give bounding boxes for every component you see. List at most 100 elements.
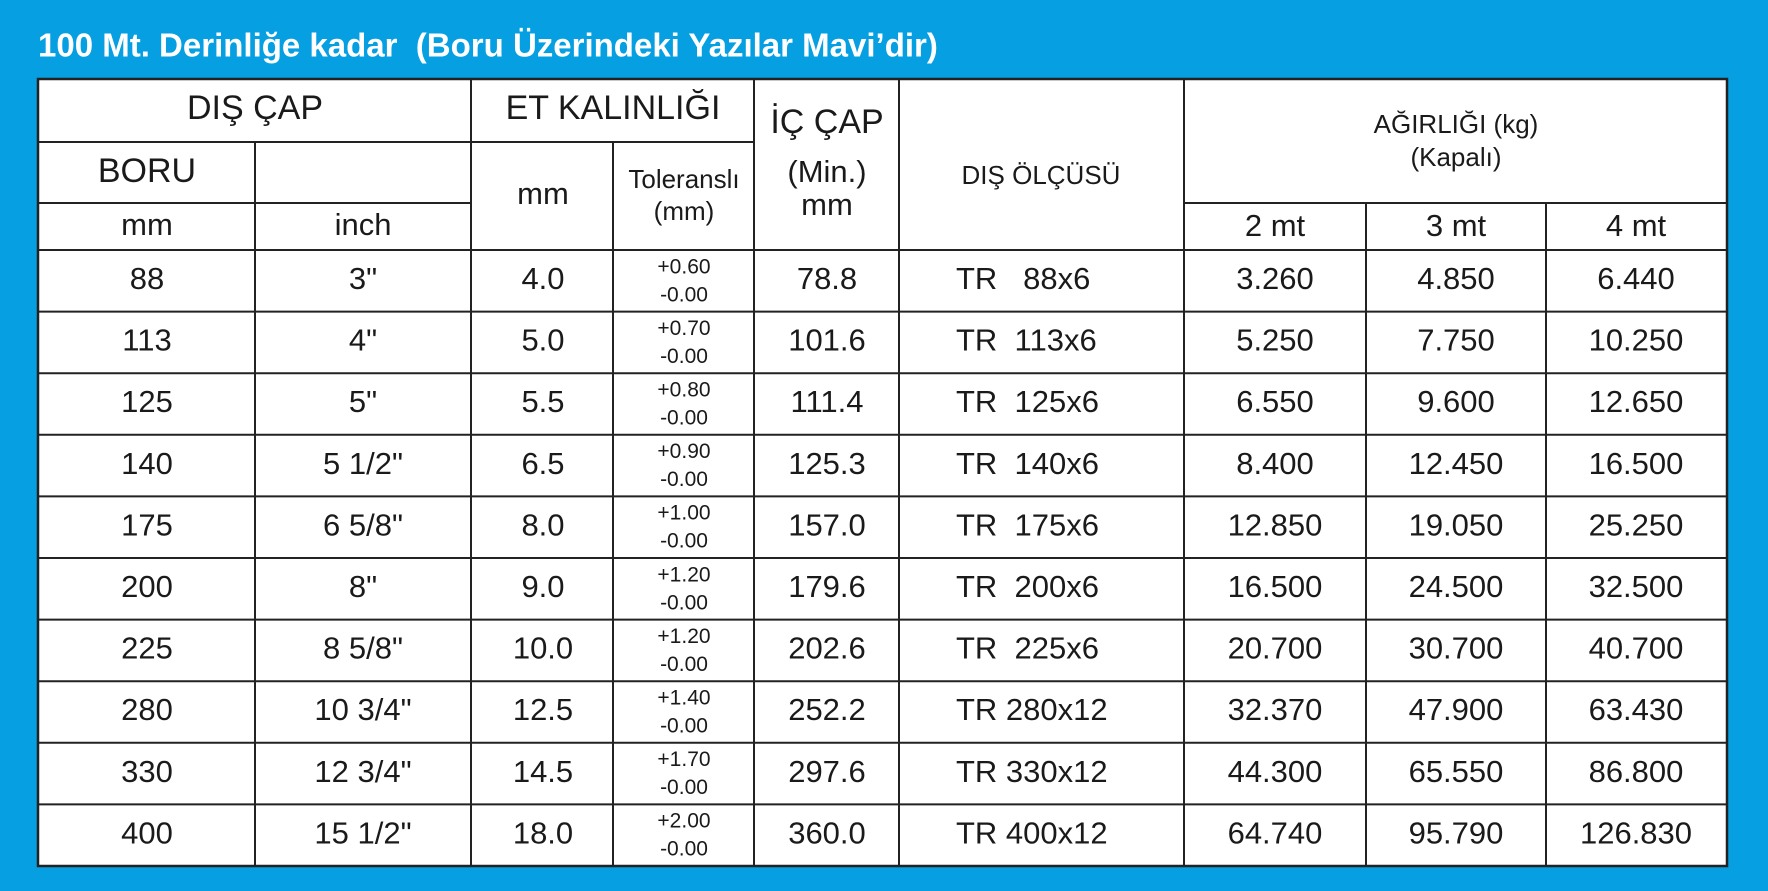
table-frame [36, 77, 1729, 868]
cell: 225 [121, 631, 173, 666]
header-cell: (Kapalı) [1410, 142, 1501, 172]
tolerance-minus: -0.00 [660, 776, 708, 799]
cell: 125 [121, 384, 173, 419]
header-cell: DIŞ ÇAP [187, 89, 323, 127]
cell: 18.0 [513, 815, 573, 850]
cell: 12.850 [1228, 507, 1323, 542]
cell: 12 3/4" [314, 754, 411, 789]
cell: 101.6 [788, 323, 866, 358]
header-cell: ET KALINLIĞI [506, 89, 721, 127]
header-cell: mm [801, 187, 853, 222]
cell: 44.300 [1228, 754, 1323, 789]
cell: 20.700 [1228, 631, 1323, 666]
cell: 32.500 [1589, 569, 1684, 604]
cell: 10.0 [513, 631, 573, 666]
header-cell: mm [121, 207, 173, 242]
cell: 360.0 [788, 815, 866, 850]
cell: 12.650 [1589, 384, 1684, 419]
cell: 25.250 [1589, 507, 1684, 542]
tolerance-minus: -0.00 [660, 283, 708, 306]
cell: 19.050 [1409, 507, 1504, 542]
cell: 179.6 [788, 569, 866, 604]
cell: 3.260 [1236, 261, 1314, 296]
cell: 8 5/8" [323, 631, 403, 666]
cell: 6.5 [521, 446, 564, 481]
cell: 202.6 [788, 631, 866, 666]
cell: 78.8 [797, 261, 857, 296]
cell: 8.0 [521, 507, 564, 542]
header-cell: DIŞ ÖLÇÜSÜ [962, 160, 1121, 190]
cell: 8" [349, 569, 377, 604]
cell: 126.830 [1580, 815, 1692, 850]
cell: 10.250 [1589, 323, 1684, 358]
cell: 86.800 [1589, 754, 1684, 789]
cell: 12.450 [1409, 446, 1504, 481]
cell: 65.550 [1409, 754, 1504, 789]
tolerance-minus: -0.00 [660, 715, 708, 738]
cell: TR 280x12 [956, 692, 1108, 727]
cell: 157.0 [788, 507, 866, 542]
cell: 15 1/2" [314, 815, 411, 850]
header-cell: mm [517, 176, 569, 211]
cell: 5.250 [1236, 323, 1314, 358]
cell: 64.740 [1228, 815, 1323, 850]
header-cell: 3 mt [1426, 208, 1487, 243]
header-cell: (Min.) [787, 154, 866, 189]
cell: 7.750 [1417, 323, 1495, 358]
cell: TR 225x6 [956, 631, 1099, 666]
header-cell: AĞIRLIĞI (kg) [1374, 109, 1539, 139]
tolerance-plus: +0.80 [657, 379, 710, 402]
tolerance-minus: -0.00 [660, 591, 708, 614]
cell: 4" [349, 323, 377, 358]
header-cell: 4 mt [1606, 208, 1667, 243]
cell: 125.3 [788, 446, 866, 481]
cell: 5 1/2" [323, 446, 403, 481]
cell: 8.400 [1236, 446, 1314, 481]
cell: 200 [121, 569, 173, 604]
tolerance-minus: -0.00 [660, 838, 708, 861]
cell: TR 400x12 [956, 815, 1108, 850]
cell: 5.0 [521, 323, 564, 358]
cell: TR 330x12 [956, 754, 1108, 789]
cell: TR 175x6 [956, 507, 1099, 542]
cell: 32.370 [1228, 692, 1323, 727]
cell: 9.0 [521, 569, 564, 604]
tolerance-plus: +2.00 [657, 810, 710, 833]
tolerance-minus: -0.00 [660, 530, 708, 553]
title: 100 Mt. Derinliğe kadar (Boru Üzerindeki… [38, 27, 938, 64]
cell: 111.4 [791, 384, 864, 419]
cell: 47.900 [1409, 692, 1504, 727]
cell: 4.850 [1417, 261, 1495, 296]
cell: TR 125x6 [956, 384, 1099, 419]
cell: 63.430 [1589, 692, 1684, 727]
header-cell: İÇ ÇAP [770, 103, 883, 141]
header-cell: BORU [98, 152, 196, 190]
tolerance-plus: +0.70 [657, 317, 710, 340]
cell: 16.500 [1589, 446, 1684, 481]
cell: TR 140x6 [956, 446, 1099, 481]
cell: 330 [121, 754, 173, 789]
cell: 6 5/8" [323, 507, 403, 542]
cell: 40.700 [1589, 631, 1684, 666]
cell: 252.2 [788, 692, 866, 727]
cell: 6.440 [1597, 261, 1675, 296]
cell: 14.5 [513, 754, 573, 789]
cell: 4.0 [521, 261, 564, 296]
tolerance-plus: +1.20 [657, 563, 710, 586]
tolerance-plus: +0.60 [657, 255, 710, 278]
cell: 24.500 [1409, 569, 1504, 604]
cell: 3" [349, 261, 377, 296]
cell: 113 [122, 323, 171, 358]
tolerance-plus: +1.00 [657, 502, 710, 525]
cell: TR 88x6 [956, 261, 1090, 296]
cell: 9.600 [1417, 384, 1495, 419]
cell: 5" [349, 384, 377, 419]
tolerance-minus: -0.00 [660, 653, 708, 676]
header-cell: (mm) [654, 196, 715, 226]
cell: 12.5 [513, 692, 573, 727]
header-cell: 2 mt [1245, 208, 1306, 243]
tolerance-minus: -0.00 [660, 407, 708, 430]
tolerance-minus: -0.00 [660, 468, 708, 491]
cell: 6.550 [1236, 384, 1314, 419]
